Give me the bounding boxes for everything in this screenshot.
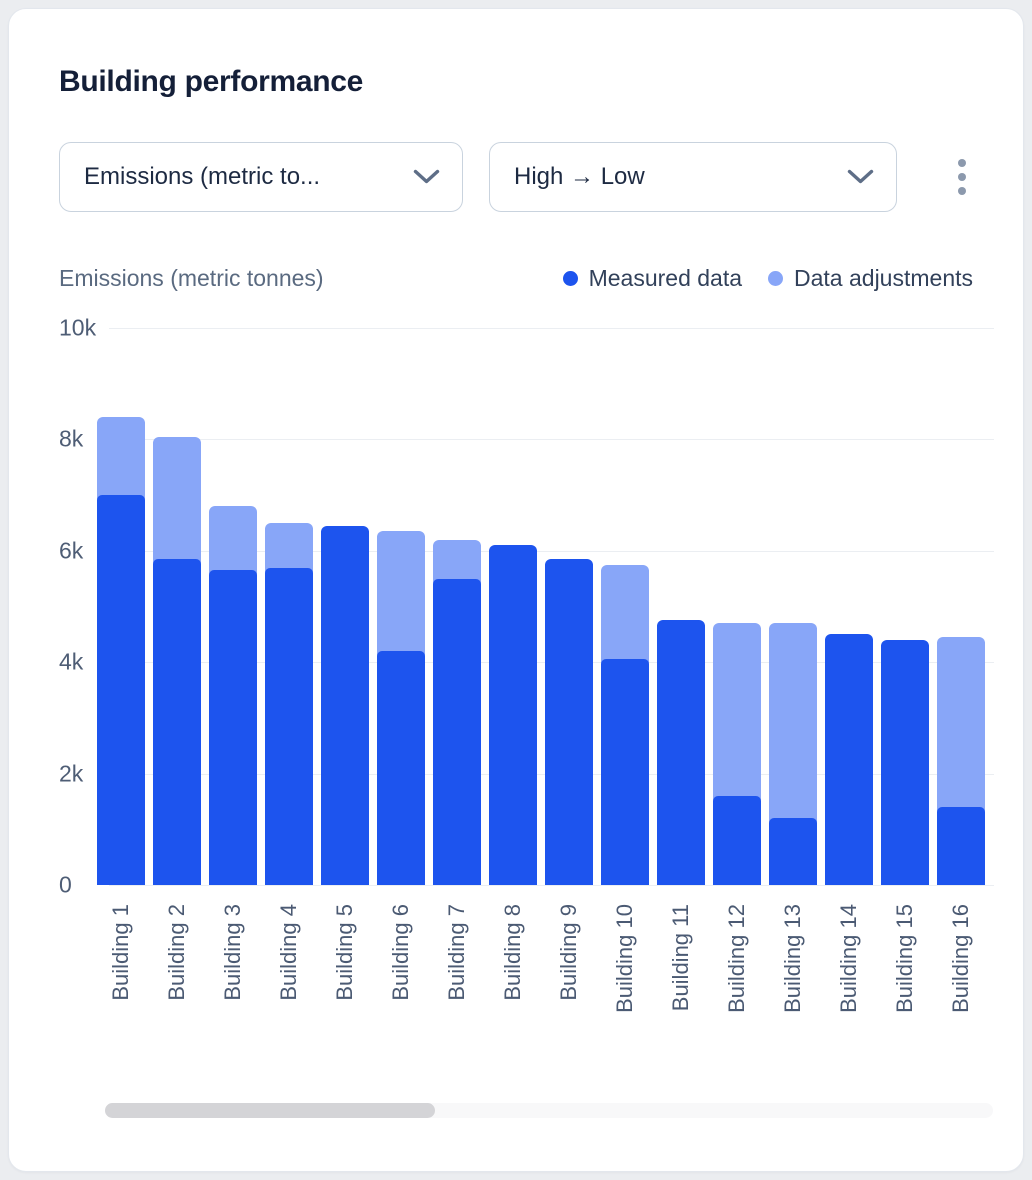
segment-measured-data[interactable] — [601, 659, 649, 885]
chevron-down-icon — [413, 169, 440, 184]
x-axis-label-building-3: Building 3 — [220, 904, 245, 1001]
bar-building-14[interactable] — [825, 634, 873, 885]
x-axis-label-building-13: Building 13 — [780, 904, 805, 1013]
segment-measured-data[interactable] — [97, 495, 145, 885]
y-axis-title: Emissions (metric tonnes) — [59, 265, 324, 291]
metric-dropdown-value: Emissions (metric to... — [84, 163, 321, 190]
segment-measured-data[interactable] — [937, 807, 985, 885]
bar-building-4[interactable] — [265, 522, 313, 885]
segment-measured-data[interactable] — [713, 795, 761, 885]
bar-building-11[interactable] — [657, 620, 705, 885]
bar-building-12[interactable] — [713, 623, 761, 885]
y-tick-label-4k: 4k — [59, 648, 84, 675]
measured-data-dot-icon — [562, 271, 578, 286]
sort-dropdown-value: High → Low — [514, 163, 645, 190]
segment-measured-data[interactable] — [489, 545, 537, 885]
kebab-menu-icon[interactable] — [947, 149, 977, 205]
x-axis-label-building-2: Building 2 — [164, 904, 189, 1001]
y-tick-label-8k: 8k — [59, 425, 84, 452]
bar-building-2[interactable] — [153, 436, 201, 885]
metric-dropdown[interactable]: Emissions (metric to... — [59, 142, 463, 212]
bar-building-15[interactable] — [881, 639, 929, 885]
bar-building-8[interactable] — [489, 545, 537, 885]
segment-measured-data[interactable] — [209, 570, 257, 885]
segment-measured-data[interactable] — [433, 578, 481, 885]
chart-legend: Measured data Data adjustments — [562, 265, 973, 292]
gridline-0 — [109, 885, 994, 886]
bar-building-6[interactable] — [377, 531, 425, 885]
legend-item-measured[interactable]: Measured data — [562, 265, 743, 292]
gridline-8k — [109, 439, 994, 441]
bar-building-1[interactable] — [97, 417, 145, 885]
x-axis-label-building-16: Building 16 — [948, 904, 973, 1013]
gridline-10k — [109, 328, 994, 329]
gridline-6k — [109, 550, 994, 552]
legend-label: Measured data — [588, 265, 743, 291]
segment-measured-data[interactable] — [545, 559, 593, 885]
legend-item-adjustments[interactable]: Data adjustments — [768, 265, 973, 292]
x-axis-label-building-8: Building 8 — [500, 904, 525, 1001]
page-title: Building performance — [59, 65, 364, 98]
x-axis-label-building-10: Building 10 — [612, 904, 637, 1013]
bar-building-3[interactable] — [209, 506, 257, 885]
bar-building-13[interactable] — [769, 623, 817, 885]
x-axis-label-building-6: Building 6 — [388, 904, 413, 1001]
bar-building-10[interactable] — [601, 564, 649, 885]
chevron-down-icon — [847, 169, 874, 184]
bar-building-5[interactable] — [321, 525, 369, 885]
bar-building-9[interactable] — [545, 559, 593, 885]
segment-measured-data[interactable] — [825, 634, 873, 885]
x-axis-label-building-9: Building 9 — [556, 904, 581, 1001]
x-axis-label-building-4: Building 4 — [276, 904, 301, 1001]
segment-measured-data[interactable] — [153, 559, 201, 885]
x-axis-label-building-14: Building 14 — [836, 904, 861, 1013]
x-axis-label-building-5: Building 5 — [332, 904, 357, 1001]
x-axis-label-building-15: Building 15 — [892, 904, 917, 1013]
data-adjustments-dot-icon — [768, 271, 784, 286]
x-axis-label-building-1: Building 1 — [108, 904, 133, 1001]
legend-label: Data adjustments — [794, 265, 973, 291]
segment-measured-data[interactable] — [265, 567, 313, 885]
chart-card: Building performance Emissions (metric t… — [8, 8, 1024, 1172]
sort-dropdown[interactable]: High → Low — [489, 142, 897, 212]
bar-building-7[interactable] — [433, 539, 481, 885]
segment-measured-data[interactable] — [321, 525, 369, 885]
segment-measured-data[interactable] — [377, 651, 425, 885]
x-axis-label-building-7: Building 7 — [444, 904, 469, 1001]
x-axis-label-building-11: Building 11 — [668, 904, 693, 1012]
y-tick-label-0: 0 — [59, 871, 72, 898]
segment-measured-data[interactable] — [657, 620, 705, 885]
y-tick-label-6k: 6k — [59, 537, 84, 564]
segment-measured-data[interactable] — [769, 818, 817, 885]
y-tick-label-2k: 2k — [59, 760, 84, 787]
horizontal-scrollbar-thumb[interactable] — [105, 1103, 435, 1118]
y-tick-label-10k: 10k — [59, 314, 97, 341]
horizontal-scrollbar-track[interactable] — [105, 1103, 993, 1118]
x-axis-label-building-12: Building 12 — [724, 904, 749, 1013]
segment-measured-data[interactable] — [881, 639, 929, 885]
bar-building-16[interactable] — [937, 637, 985, 885]
